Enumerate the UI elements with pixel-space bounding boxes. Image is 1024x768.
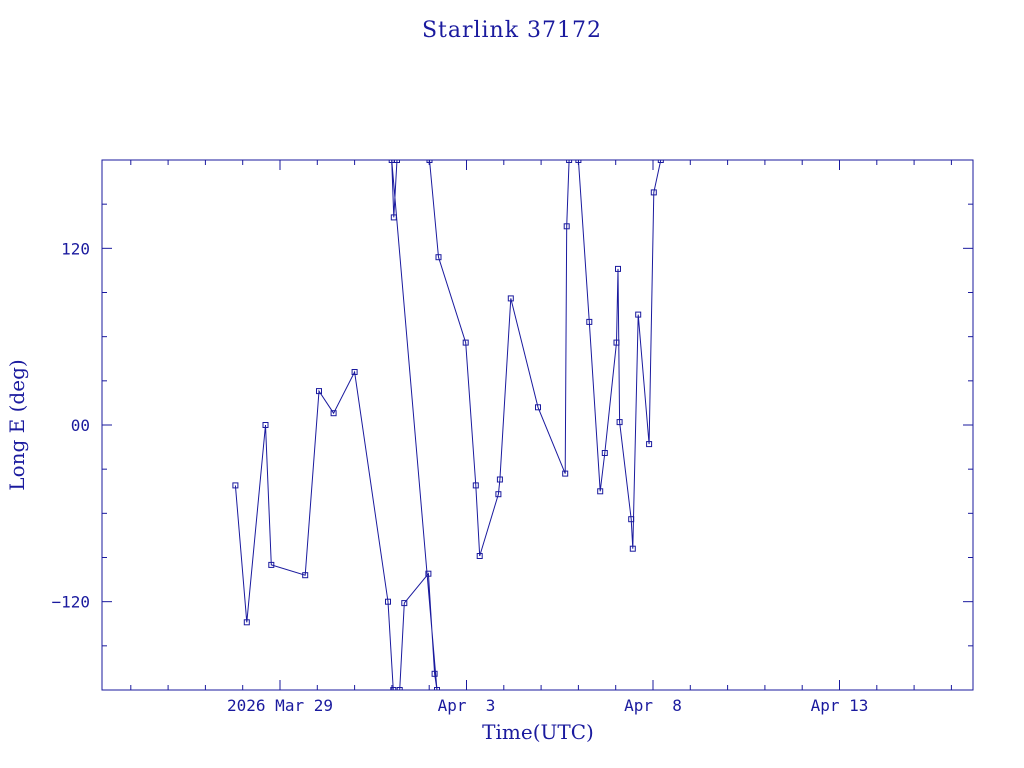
data-point	[628, 516, 635, 523]
data-point	[385, 598, 391, 605]
data-point	[401, 600, 408, 607]
tick-labels: 2026 Mar 29 Apr 3 Apr 8 Apr 13 120 00 −120	[51, 239, 868, 715]
x-axis-label: Time(UTC)	[482, 720, 594, 744]
data-point	[330, 410, 337, 417]
data-series	[232, 160, 664, 690]
data-point	[434, 687, 440, 690]
data-point	[563, 223, 570, 230]
data-point	[262, 422, 269, 428]
data-point	[615, 265, 621, 272]
data-point	[562, 470, 569, 477]
x-tick-label: Apr 3	[438, 696, 496, 715]
data-point	[535, 404, 541, 411]
data-point	[232, 482, 239, 489]
data-point	[425, 570, 432, 577]
data-point	[495, 491, 502, 498]
data-point	[629, 545, 636, 552]
data-point	[351, 369, 358, 375]
data-point	[646, 441, 653, 448]
data-point	[396, 687, 403, 690]
data-point	[566, 160, 573, 163]
data-point	[316, 388, 322, 395]
x-tick-label: 2026 Mar 29	[227, 696, 333, 715]
data-point	[390, 687, 397, 690]
data-point	[435, 254, 442, 261]
data-point	[394, 160, 400, 163]
data-point	[575, 160, 582, 163]
data-point	[507, 295, 514, 302]
y-tick-label: 00	[71, 416, 90, 435]
data-point	[597, 488, 604, 495]
x-tick-label: Apr 13	[811, 696, 869, 715]
data-point	[472, 482, 479, 489]
data-point	[657, 160, 664, 163]
y-axis-label: Long E (deg)	[5, 359, 29, 490]
series-line	[234, 160, 662, 690]
y-tick-label: −120	[51, 593, 90, 612]
x-tick-label: Apr 8	[624, 696, 682, 715]
data-point	[268, 561, 275, 568]
data-point	[635, 311, 642, 318]
axis-ticks	[102, 160, 973, 690]
data-point	[586, 318, 593, 325]
data-point	[390, 214, 397, 221]
data-point	[426, 160, 433, 163]
data-point	[613, 339, 620, 346]
data-point	[496, 476, 503, 483]
data-point	[650, 189, 657, 196]
data-point	[616, 419, 623, 426]
y-tick-label: 120	[61, 239, 90, 258]
data-point	[243, 619, 250, 626]
data-point	[431, 670, 438, 677]
data-point	[601, 450, 608, 456]
data-point	[476, 553, 483, 559]
data-point	[462, 339, 469, 346]
chart-title: Starlink 37172	[422, 18, 602, 43]
data-point	[302, 572, 309, 579]
plot-frame	[101, 159, 974, 691]
data-point	[388, 160, 395, 163]
